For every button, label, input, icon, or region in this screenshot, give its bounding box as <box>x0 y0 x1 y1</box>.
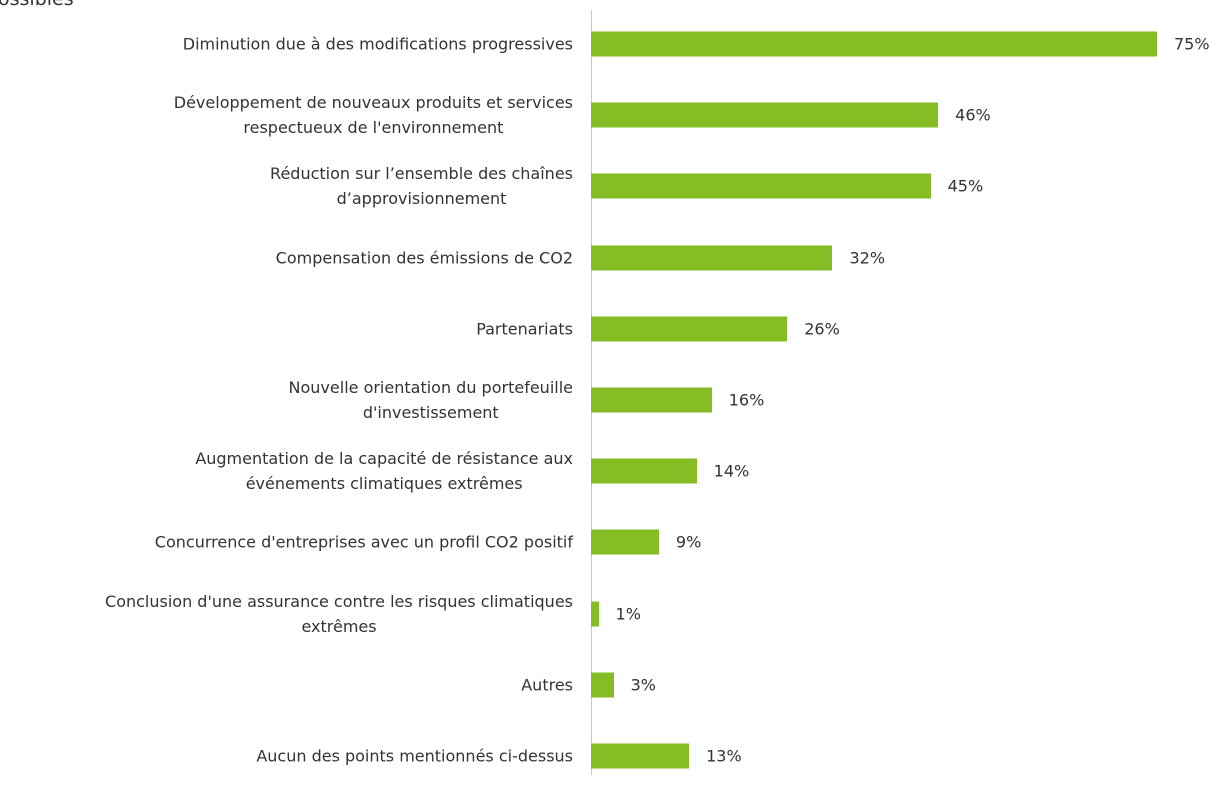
chart-title: ossibles <box>0 0 74 10</box>
data-label: 32% <box>849 248 886 268</box>
bar <box>591 102 939 128</box>
category-label: Partenariats <box>476 319 573 339</box>
bar <box>591 458 697 484</box>
bar <box>591 743 690 769</box>
bar <box>591 31 1157 57</box>
data-label: 1% <box>615 604 641 624</box>
bar <box>591 601 599 627</box>
category-label: Concurrence d'entreprises avec un profil… <box>154 532 573 552</box>
category-label: Conclusion d'une assurance contre les ri… <box>105 591 573 636</box>
bar <box>591 316 788 342</box>
data-label: 45% <box>947 176 984 196</box>
category-label: Compensation des émissions de CO2 <box>275 248 573 268</box>
data-label: 14% <box>713 461 750 481</box>
data-label: 46% <box>955 105 991 125</box>
category-label: Nouvelle orientation du portefeuille d'i… <box>288 378 573 422</box>
category-label: Réduction sur l’ensemble des chaînes d’a… <box>270 164 573 209</box>
bar <box>591 245 833 271</box>
category-label: Développement de nouveaux produits et se… <box>173 93 573 138</box>
data-label: 16% <box>728 390 765 410</box>
bar <box>591 173 931 199</box>
data-label: 13% <box>706 746 742 766</box>
bar <box>591 672 614 698</box>
category-label: Autres <box>521 675 573 695</box>
data-label: 75% <box>1174 34 1210 54</box>
category-label: Diminution due à des modifications progr… <box>182 34 573 54</box>
category-label: Augmentation de la capacité de résistanc… <box>195 449 573 494</box>
bar <box>591 529 659 555</box>
data-label: 26% <box>804 319 840 339</box>
bar <box>591 387 712 413</box>
data-label: 9% <box>675 532 702 552</box>
category-label: Aucun des points mentionnés ci-dessus <box>256 746 573 766</box>
data-label: 3% <box>630 675 657 695</box>
